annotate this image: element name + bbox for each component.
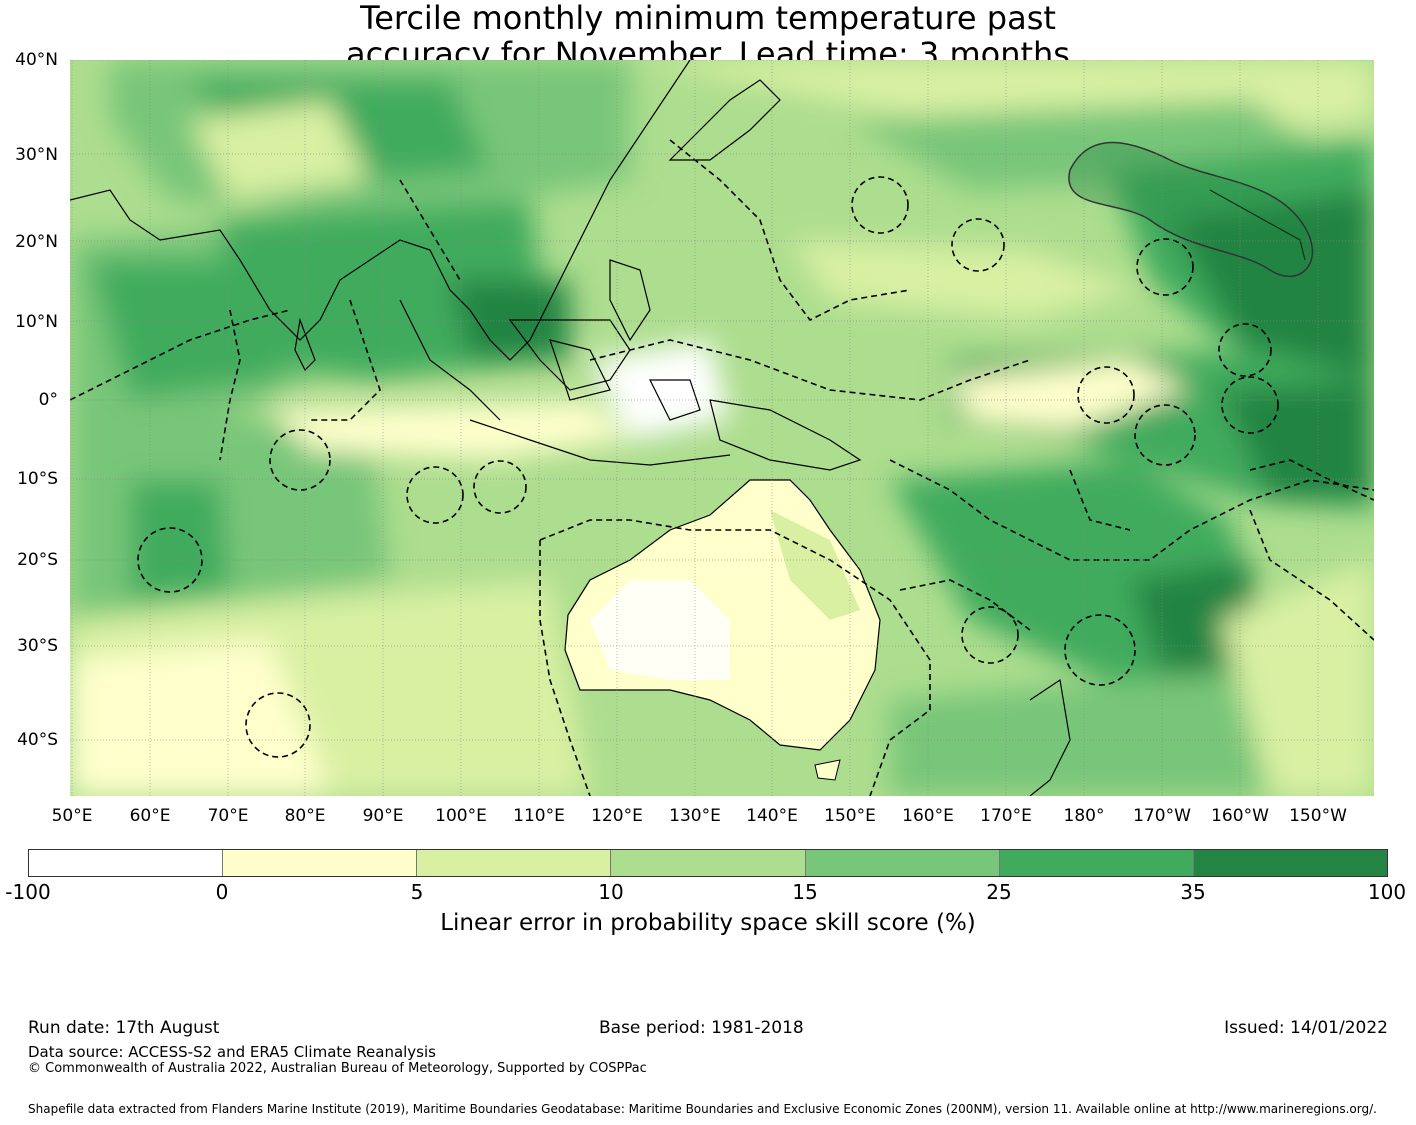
colorbar-segment xyxy=(1193,850,1387,876)
skill-score-map xyxy=(70,60,1374,796)
lon-label-80e: 80°E xyxy=(284,806,326,826)
colorbar-segment xyxy=(223,850,418,876)
colorbar-tick: 25 xyxy=(986,880,1012,904)
base-period: Base period: 1981-2018 xyxy=(599,1018,804,1038)
colorbar-tick: 10 xyxy=(598,880,624,904)
lon-label-160w: 160°W xyxy=(1211,806,1269,826)
lon-label-60e: 60°E xyxy=(129,806,171,826)
issued-date: Issued: 14/01/2022 xyxy=(1224,1018,1388,1038)
lat-label-10n: 10°N xyxy=(15,312,58,332)
gridlines xyxy=(70,60,1374,796)
lon-label-100e: 100°E xyxy=(435,806,487,826)
title-line-1: Tercile monthly minimum temperature past xyxy=(360,0,1056,37)
lon-label-130e: 130°E xyxy=(669,806,721,826)
colorbar-segment xyxy=(999,850,1194,876)
colorbar-tick: 5 xyxy=(410,880,424,904)
colorbar-tick: 100 xyxy=(1367,880,1407,904)
lat-label-40n: 40°N xyxy=(15,50,58,70)
run-date: Run date: 17th August xyxy=(28,1018,220,1038)
colorbar-segment xyxy=(29,850,224,876)
colorbar xyxy=(28,849,1388,877)
colorbar-segment xyxy=(805,850,1000,876)
shapefile-credit: Shapefile data extracted from Flanders M… xyxy=(28,1102,1377,1116)
colorbar-tick: 15 xyxy=(792,880,818,904)
map-canvas xyxy=(70,60,1374,796)
copyright: © Commonwealth of Australia 2022, Austra… xyxy=(28,1061,647,1076)
lon-label-140e: 140°E xyxy=(746,806,798,826)
colorbar-segment xyxy=(417,850,612,876)
lat-label-30n: 30°N xyxy=(15,145,58,165)
lon-label-120e: 120°E xyxy=(591,806,643,826)
colorbar-label: Linear error in probability space skill … xyxy=(440,910,976,936)
lon-label-170w: 170°W xyxy=(1133,806,1191,826)
colorbar-segment xyxy=(611,850,806,876)
lon-label-150e: 150°E xyxy=(824,806,876,826)
lat-label-0: 0° xyxy=(38,390,58,410)
hawaii-eez xyxy=(1068,141,1313,277)
colorbar-tick: 0 xyxy=(215,880,229,904)
chart-title: Tercile monthly minimum temperature past… xyxy=(0,0,1416,72)
lon-label-70e: 70°E xyxy=(207,806,249,826)
data-source: Data source: ACCESS-S2 and ERA5 Climate … xyxy=(28,1043,436,1061)
lon-label-50e: 50°E xyxy=(51,806,93,826)
lat-label-40s: 40°S xyxy=(17,730,58,750)
lon-label-90e: 90°E xyxy=(362,806,404,826)
lon-label-160e: 160°E xyxy=(902,806,954,826)
lon-label-180: 180° xyxy=(1063,806,1105,826)
coastlines xyxy=(70,60,1306,796)
lat-label-20s: 20°S xyxy=(17,550,58,570)
lon-label-170e: 170°E xyxy=(980,806,1032,826)
colorbar-tick: 35 xyxy=(1180,880,1206,904)
lat-label-30s: 30°S xyxy=(17,636,58,656)
lon-label-150w: 150°W xyxy=(1289,806,1347,826)
lat-label-10s: 10°S xyxy=(17,469,58,489)
lat-label-20n: 20°N xyxy=(15,232,58,252)
colorbar-tick: -100 xyxy=(5,880,51,904)
lon-label-110e: 110°E xyxy=(513,806,565,826)
skill-field xyxy=(70,60,1374,796)
